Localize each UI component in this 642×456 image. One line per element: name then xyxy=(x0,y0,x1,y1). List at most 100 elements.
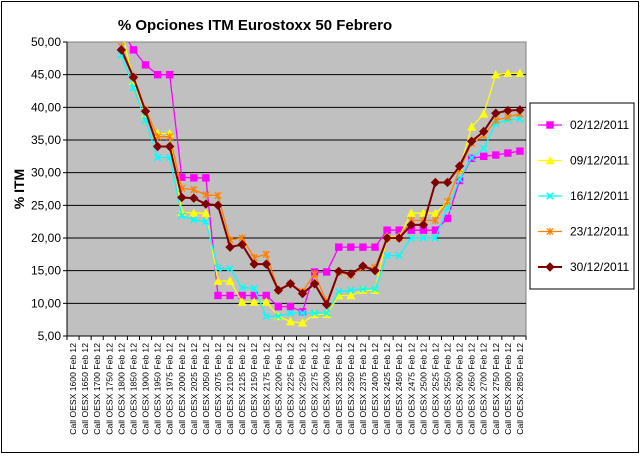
data-point xyxy=(250,284,258,293)
data-point xyxy=(479,126,489,137)
data-point xyxy=(237,297,247,306)
data-point xyxy=(152,141,163,152)
legend-item: 09/12/2011 xyxy=(538,154,629,168)
data-point xyxy=(141,61,150,69)
data-point xyxy=(455,175,464,183)
data-point xyxy=(261,259,272,269)
x-tick-label: Call OESX 2550 Feb 12 xyxy=(442,343,452,435)
y-tick-label: 45,00 xyxy=(31,68,61,82)
data-point xyxy=(335,243,343,251)
data-point xyxy=(202,191,210,199)
data-point xyxy=(274,302,283,311)
data-point xyxy=(261,297,271,306)
x-tick-label: Call OESX 2700 Feb 12 xyxy=(479,343,489,435)
legend-marker xyxy=(546,227,554,236)
y-axis: 5,00 10,00 15,00 20,00 25,00 30,00 35,00 40,00 4… xyxy=(31,35,68,343)
data-point xyxy=(213,200,223,211)
data-point xyxy=(237,239,247,250)
series-3 xyxy=(117,51,524,321)
data-point xyxy=(467,122,477,131)
y-tick-label: 15,00 xyxy=(31,264,61,278)
data-point xyxy=(177,192,187,203)
x-tick-label: Call OESX 2425 Feb 12 xyxy=(382,343,392,435)
data-point xyxy=(153,153,162,162)
x-tick-label: Call OESX 2450 Feb 12 xyxy=(394,343,404,435)
data-point xyxy=(310,270,319,278)
y-tick-label: 35,00 xyxy=(31,133,61,147)
data-point xyxy=(479,109,489,118)
x-tick-label: Call OESX 2600 Feb 12 xyxy=(455,343,465,435)
data-point xyxy=(419,234,428,242)
data-point xyxy=(515,68,525,78)
x-tick-label: Call OESX 1850 Feb 12 xyxy=(128,343,138,435)
legend-marker xyxy=(545,155,555,165)
data-point xyxy=(140,106,151,116)
series-5 xyxy=(116,45,525,310)
x-tick-label: Call OESX 2850 Feb 12 xyxy=(515,343,525,435)
legend-marker xyxy=(545,262,555,272)
data-point xyxy=(406,220,416,230)
data-point xyxy=(202,217,210,226)
data-point xyxy=(491,69,501,79)
data-point xyxy=(322,268,331,276)
data-point xyxy=(394,233,404,243)
data-point xyxy=(347,286,355,295)
x-tick-label: Call OESX 2225 Feb 12 xyxy=(285,343,295,435)
data-point xyxy=(214,264,222,272)
data-point xyxy=(226,291,234,300)
legend-marker xyxy=(546,121,554,129)
x-tick-label: Call OESX 2100 Feb 12 xyxy=(225,343,235,435)
x-tick-label: Call OESX 2300 Feb 12 xyxy=(322,343,332,435)
data-point xyxy=(165,70,174,79)
data-point xyxy=(454,161,465,171)
data-point xyxy=(297,288,308,299)
data-point xyxy=(443,214,452,223)
x-axis: Call OESX 1600 Feb 12 Call OESX 1650 Feb … xyxy=(66,335,527,435)
data-point xyxy=(164,141,175,152)
legend-label: 16/12/2011 xyxy=(570,189,629,203)
data-point xyxy=(395,251,403,260)
x-tick-label: Call OESX 2200 Feb 12 xyxy=(273,343,283,435)
data-point xyxy=(226,264,234,273)
data-point xyxy=(249,297,259,306)
x-tick-label: Call OESX 2750 Feb 12 xyxy=(491,343,501,435)
data-point xyxy=(189,193,199,203)
x-tick-label: Call OESX 1650 Feb 12 xyxy=(80,343,90,435)
x-tick-label: Call OESX 2150 Feb 12 xyxy=(249,343,259,435)
data-point xyxy=(262,250,270,259)
data-point xyxy=(286,302,295,311)
data-point xyxy=(298,309,307,317)
series-line xyxy=(120,49,521,307)
data-point xyxy=(201,208,211,217)
x-tick-label: Call OESX 2000 Feb 12 xyxy=(177,343,187,435)
data-point xyxy=(177,212,186,220)
data-point xyxy=(262,312,271,321)
data-point xyxy=(214,191,222,200)
y-tick-label: 25,00 xyxy=(31,198,61,212)
y-tick-label: 5,00 xyxy=(38,329,62,343)
data-point xyxy=(153,70,162,79)
data-point xyxy=(492,151,500,159)
data-point xyxy=(285,316,295,326)
data-point xyxy=(480,152,488,161)
data-point xyxy=(466,136,477,147)
series-layer xyxy=(116,42,525,327)
data-point xyxy=(201,199,211,209)
data-point xyxy=(492,116,500,125)
x-tick-label: Call OESX 2075 Feb 12 xyxy=(213,343,223,435)
y-tick-label: 30,00 xyxy=(31,166,61,180)
data-point xyxy=(334,266,344,277)
data-point xyxy=(516,115,524,123)
legend-item: 30/12/2011 xyxy=(538,260,629,274)
data-point xyxy=(298,308,307,316)
data-point xyxy=(431,216,440,225)
data-point xyxy=(418,208,428,217)
data-point xyxy=(503,68,513,78)
data-point xyxy=(128,72,139,82)
data-point xyxy=(491,108,501,118)
data-point xyxy=(383,251,391,260)
x-tick-label: Call OESX 2250 Feb 12 xyxy=(298,343,308,435)
data-point xyxy=(321,299,332,310)
